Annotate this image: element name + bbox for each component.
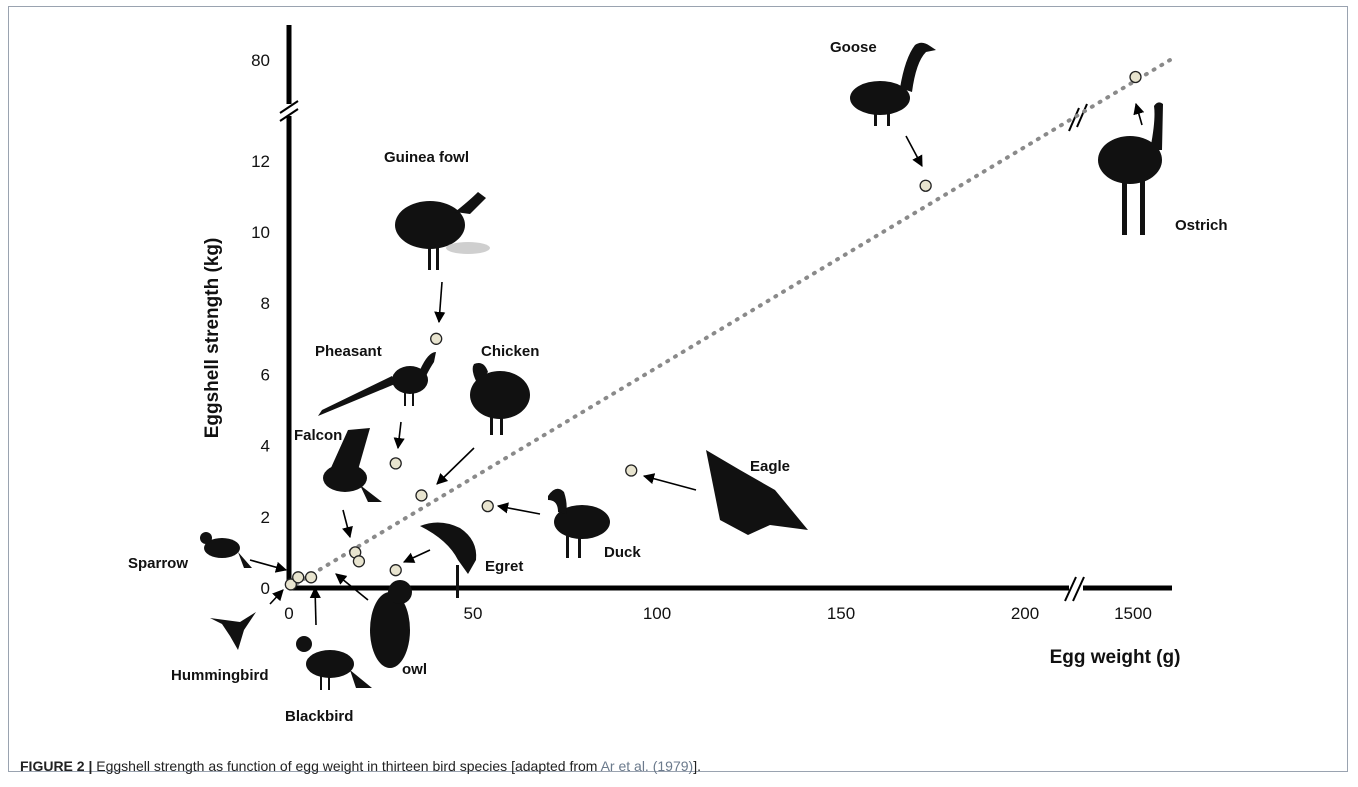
label-falcon: Falcon — [294, 427, 342, 444]
label-ostrich: Ostrich — [1175, 217, 1228, 234]
data-point-egret — [389, 564, 402, 577]
bird-silhouettes — [200, 42, 1163, 690]
trendline-break — [1068, 103, 1088, 132]
ostrich-silhouette — [1098, 102, 1163, 235]
y-tick-label: 4 — [261, 437, 270, 456]
bird-labels: Goose Ostrich Guinea fowl Pheasant Chick… — [128, 39, 1228, 725]
goose-silhouette — [850, 42, 936, 126]
y-tick-label: 80 — [251, 51, 270, 70]
x-tick-label: 100 — [643, 604, 671, 623]
x-tick-label: 1500 — [1114, 604, 1152, 623]
hummingbird-silhouette — [210, 612, 256, 650]
y-tick-label: 8 — [261, 294, 270, 313]
label-sparrow: Sparrow — [128, 555, 188, 572]
y-tick-label: 12 — [251, 152, 270, 171]
owl-silhouette — [370, 580, 412, 668]
data-point-guinea-fowl — [430, 332, 443, 345]
y-axis-break — [278, 100, 300, 122]
caption-citation-link[interactable]: Ar et al. (1979) — [600, 758, 694, 774]
data-point-pheasant — [389, 457, 402, 470]
data-point-blackbird — [304, 571, 318, 584]
caption-tail: ]. — [693, 758, 701, 774]
caption-lead: FIGURE 2 | — [20, 758, 93, 774]
x-tick-label: 150 — [827, 604, 855, 623]
data-point-ostrich — [1129, 70, 1142, 84]
label-chicken: Chicken — [481, 343, 539, 360]
tick-labels: 0 50 100 150 200 1500 0 2 4 6 8 10 12 80 — [251, 51, 1152, 623]
data-point-hummingbird — [284, 578, 297, 591]
trendline — [287, 58, 1172, 590]
y-tick-label: 6 — [261, 365, 270, 384]
data-point-duck — [481, 499, 494, 513]
data-points — [284, 70, 1142, 591]
sparrow-silhouette — [200, 532, 252, 568]
eagle-silhouette — [706, 450, 808, 535]
label-egret: Egret — [485, 558, 523, 575]
label-blackbird: Blackbird — [285, 708, 353, 725]
figure-frame — [8, 6, 1348, 772]
pheasant-silhouette — [318, 352, 436, 416]
pointer-arrows — [249, 102, 1145, 626]
label-owl: owl — [402, 661, 427, 678]
label-hummingbird: Hummingbird — [171, 667, 269, 684]
caption-text: Eggshell strength as function of egg wei… — [92, 758, 601, 774]
data-point-sparrow — [292, 571, 305, 584]
falcon-silhouette — [323, 428, 382, 502]
y-tick-label: 0 — [261, 579, 270, 598]
data-point-goose — [919, 179, 932, 192]
x-axis-break — [1064, 576, 1085, 602]
x-tick-label: 0 — [284, 604, 293, 623]
y-axis-title: Eggshell strength (kg) — [202, 238, 223, 439]
label-goose: Goose — [830, 39, 877, 56]
label-duck: Duck — [604, 544, 641, 561]
egret-silhouette — [420, 522, 477, 598]
duck-silhouette — [548, 488, 610, 558]
guinea-fowl-silhouette — [395, 192, 490, 270]
y-tick-label: 10 — [251, 223, 270, 242]
blackbird-silhouette — [296, 636, 372, 690]
label-eagle: Eagle — [750, 458, 790, 475]
figure-caption: FIGURE 2 | Eggshell strength as function… — [20, 758, 701, 774]
x-tick-label: 200 — [1011, 604, 1039, 623]
chicken-silhouette — [470, 363, 530, 435]
y-tick-label: 2 — [261, 508, 270, 527]
label-guinea-fowl: Guinea fowl — [384, 149, 469, 166]
data-point-chicken — [415, 489, 428, 502]
x-axis-title: Egg weight (g) — [1050, 647, 1181, 668]
data-point-eagle — [625, 464, 638, 477]
label-pheasant: Pheasant — [315, 343, 382, 360]
x-tick-label: 50 — [464, 604, 483, 623]
data-point-owl — [352, 555, 366, 568]
